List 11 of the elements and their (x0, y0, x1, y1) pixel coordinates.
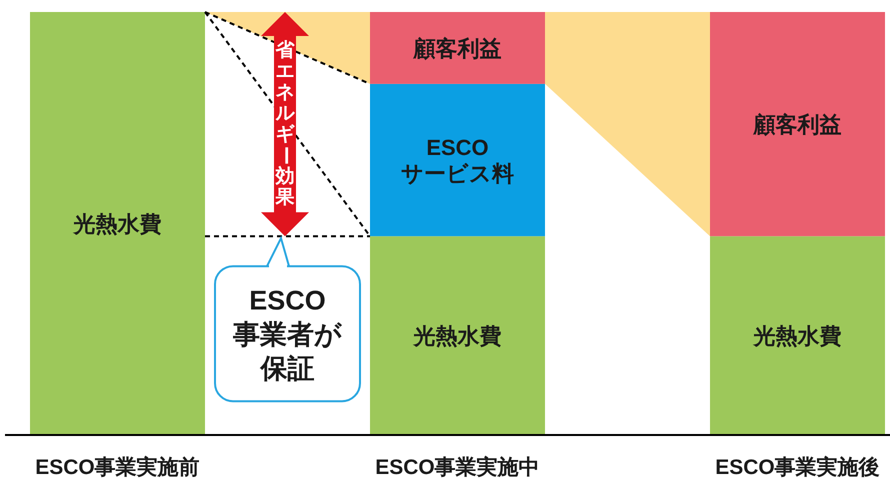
x-tick-label: ESCO事業実施中 (375, 455, 540, 479)
text: 顧客利益 (754, 112, 842, 138)
annotation-vertical: 省エネルギー効果 (274, 40, 296, 208)
text: 光熱水費 (414, 324, 502, 349)
series-label: 顧客利益 (412, 36, 502, 61)
x-tick-label: ESCO事業実施後 (715, 455, 880, 479)
text: 光熱水費 (754, 324, 842, 349)
series-label: 光熱水費 (72, 212, 162, 236)
series-label: ESCOサービス料 (401, 135, 514, 186)
x-tick-label: ESCO事業実施前 (35, 455, 200, 479)
annotation: ESCO事業者が保証 (232, 286, 343, 384)
